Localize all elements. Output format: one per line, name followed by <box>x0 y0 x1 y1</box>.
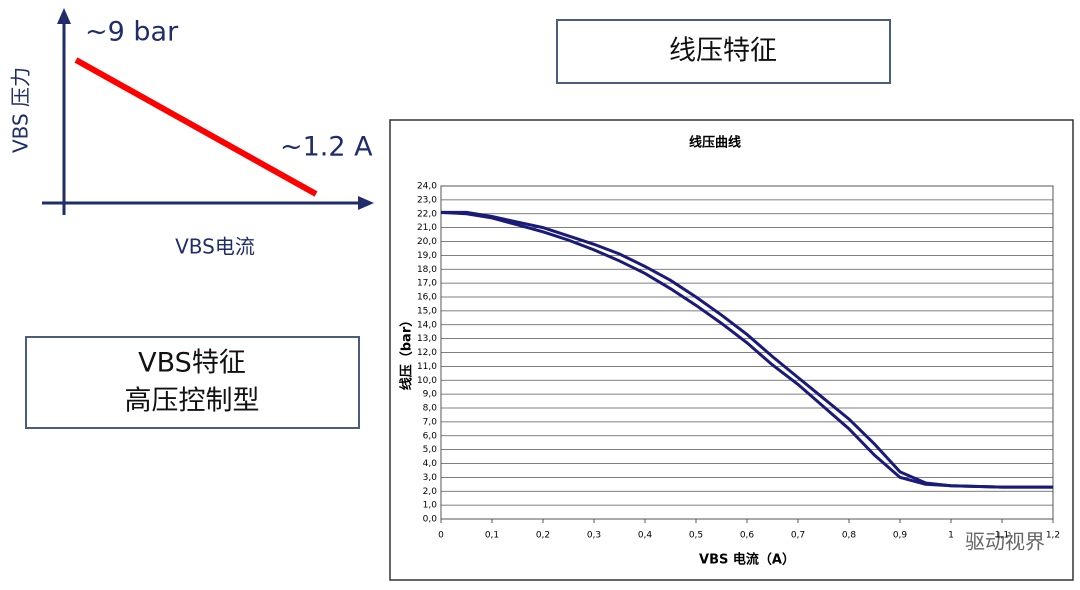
y-tick-label: 12,0 <box>417 348 437 358</box>
x-tick-label: 0,5 <box>689 531 703 541</box>
y-tick-label: 21,0 <box>417 223 437 233</box>
y-tick-label: 20,0 <box>417 237 437 247</box>
y-tick-label: 23,0 <box>417 195 437 205</box>
x-arrow <box>358 196 374 210</box>
y-tick-label: 9,0 <box>423 390 438 400</box>
y-arrow <box>57 8 71 24</box>
chart-frame <box>389 119 1074 581</box>
y-tick-label: 11,0 <box>417 362 437 372</box>
data-line <box>441 210 1053 489</box>
y-axis-label: 线压（bar） <box>399 314 415 391</box>
x-tick-label: 0,4 <box>638 531 653 541</box>
x-tick-label: 1,1 <box>995 531 1009 541</box>
y-tick-label: 15,0 <box>417 306 437 316</box>
x-tick-label: 0,2 <box>536 531 550 541</box>
trend-line <box>74 57 318 197</box>
y-tick-label: 17,0 <box>417 279 437 289</box>
watermark: 驱动视界 <box>965 530 1045 554</box>
y-tick-label: 24,0 <box>417 182 437 192</box>
x-axis-label: VBS电流 <box>175 235 255 259</box>
schematic <box>42 8 374 215</box>
y-tick-label: 14,0 <box>417 320 437 330</box>
x-tick-label: 0 <box>438 531 444 541</box>
x-tick-label: 0,3 <box>587 531 601 541</box>
y-tick-label: 2,0 <box>423 487 438 497</box>
x-tick-label: 1 <box>948 531 954 541</box>
annotation: ~9 bar <box>85 17 179 48</box>
y-tick-label: 0,0 <box>423 515 438 525</box>
x-tick-label: 0,1 <box>485 531 499 541</box>
y-axis-label: VBS 压力 <box>9 67 33 153</box>
y-tick-label: 6,0 <box>423 431 438 441</box>
x-axis-label: VBS 电流（A） <box>699 552 795 568</box>
y-tick-label: 4,0 <box>423 459 438 469</box>
chart-title: 线压曲线 <box>689 135 741 151</box>
y-tick-label: 22,0 <box>417 209 437 219</box>
box-text: 线压特征 <box>669 36 777 67</box>
y-tick-label: 3,0 <box>423 473 438 483</box>
x-tick-label: 0,6 <box>740 531 755 541</box>
y-tick-label: 16,0 <box>417 293 437 303</box>
y-tick-label: 19,0 <box>417 251 437 261</box>
x-tick-label: 0,7 <box>791 531 805 541</box>
y-tick-label: 8,0 <box>423 404 438 414</box>
y-tick-label: 7,0 <box>423 417 438 427</box>
x-tick-label: 0,8 <box>842 531 857 541</box>
box-text: VBS特征 <box>138 348 246 379</box>
y-tick-label: 10,0 <box>417 376 437 386</box>
box <box>556 19 891 84</box>
y-tick-label: 18,0 <box>417 265 437 275</box>
box <box>25 336 360 429</box>
annotation: ~1.2 A <box>280 132 373 163</box>
box-text: 高压控制型 <box>125 386 260 417</box>
x-tick-label: 0,9 <box>893 531 908 541</box>
data-line <box>440 210 1053 489</box>
y-tick-label: 1,0 <box>423 501 438 511</box>
y-tick-label: 13,0 <box>417 334 437 344</box>
x-tick-label: 1,2 <box>1046 531 1060 541</box>
y-tick-label: 5,0 <box>423 445 438 455</box>
